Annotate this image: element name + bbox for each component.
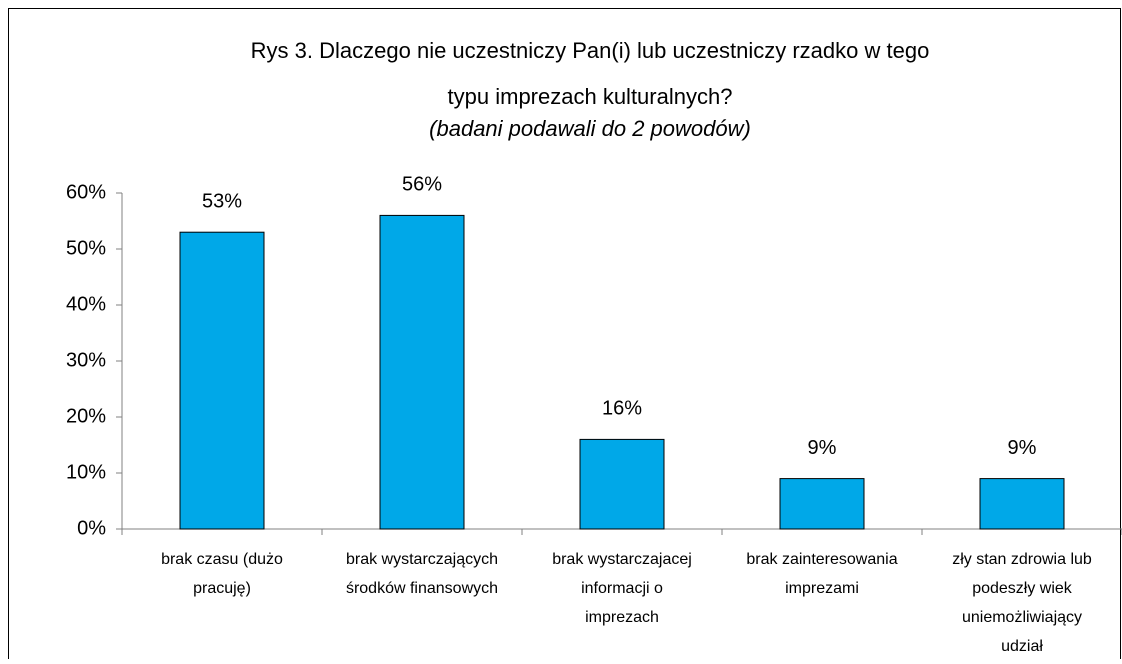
y-tick-label: 40% — [66, 293, 106, 315]
y-tick-label: 0% — [77, 517, 106, 539]
x-tick-label: imprezach — [585, 609, 659, 626]
bar — [179, 231, 265, 530]
x-tick-label: brak wystarczajacej — [552, 551, 692, 568]
x-tick-label: środków finansowych — [346, 580, 498, 597]
x-tick-label: brak czasu (dużo — [161, 551, 283, 568]
bar — [979, 478, 1065, 530]
data-label: 9% — [808, 437, 837, 459]
chart-subtitle: (badani podawali do 2 powodów) — [429, 116, 751, 141]
x-tick-label: zły stan zdrowia lub — [952, 551, 1092, 568]
bar — [579, 438, 665, 530]
x-tick-label: pracuję) — [193, 580, 251, 597]
y-tick-label: 30% — [66, 349, 106, 371]
y-tick-label: 10% — [66, 461, 106, 483]
x-tick-label: podeszły wiek — [972, 580, 1073, 597]
y-tick-label: 60% — [66, 181, 106, 203]
chart-title: Rys 3. Dlaczego nie uczestniczy Pan(i) l… — [251, 38, 930, 63]
data-label: 16% — [602, 398, 642, 420]
x-tick-label: imprezami — [785, 580, 859, 597]
chart-frame — [8, 8, 1121, 664]
data-label: 53% — [202, 190, 242, 212]
y-tick-label: 20% — [66, 405, 106, 427]
x-tick-label: brak wystarczających — [346, 551, 498, 568]
bar — [379, 214, 465, 530]
x-tick-label: uniemożliwiający — [962, 609, 1082, 626]
y-tick-label: 50% — [66, 237, 106, 259]
chart-title: typu imprezach kulturalnych? — [448, 84, 733, 109]
data-label: 56% — [402, 174, 442, 196]
x-tick-label: brak zainteresowania — [746, 551, 897, 568]
x-tick-label: informacji o — [581, 580, 663, 597]
data-label: 9% — [1008, 437, 1037, 459]
bar — [779, 478, 865, 530]
x-tick-label: udział — [1001, 638, 1043, 655]
